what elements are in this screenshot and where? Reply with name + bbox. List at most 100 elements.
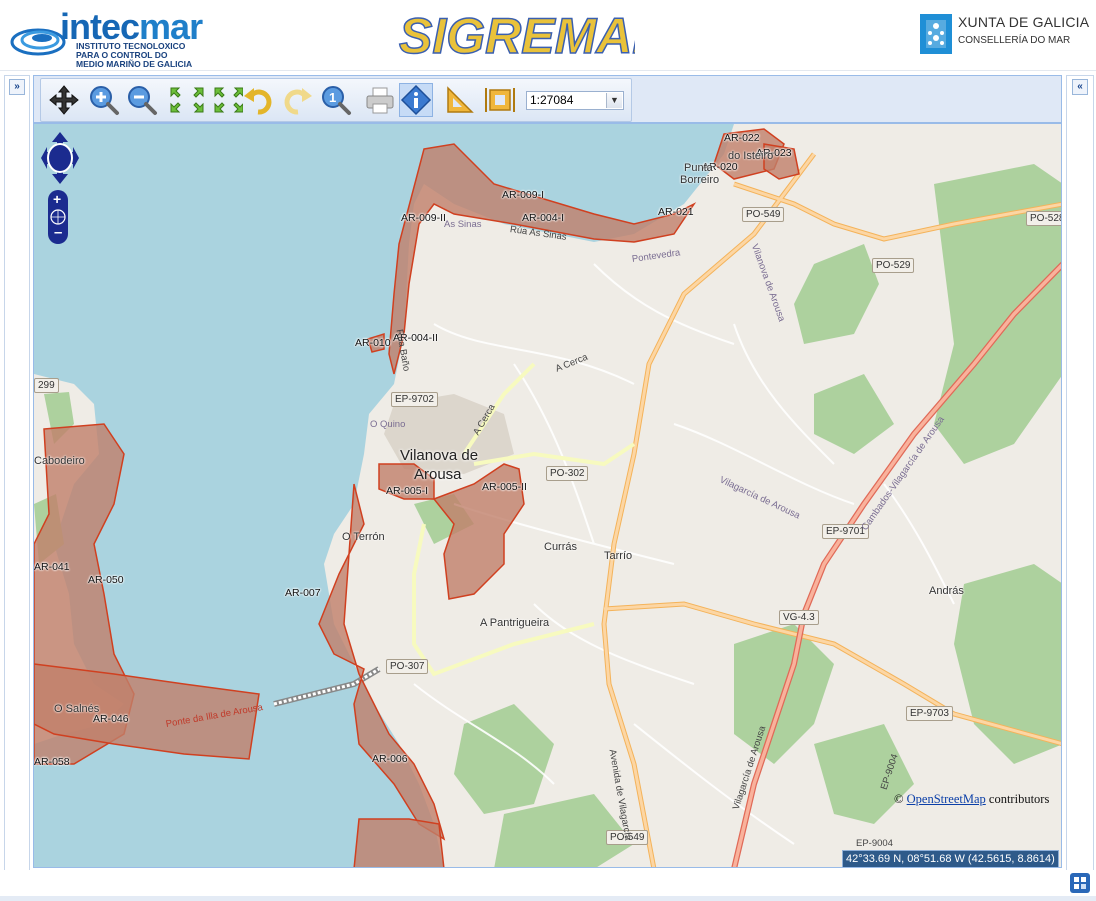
zone-ar-006 [353, 818, 445, 867]
zoom-out-button[interactable] [125, 83, 159, 117]
zone-label: AR-022 [724, 132, 760, 144]
street-label: EP-9004 [856, 838, 893, 849]
zone-label: AR-007 [285, 587, 321, 599]
footer [0, 870, 1096, 901]
place-label: O Terrón [342, 531, 385, 543]
zoom-in-icon [90, 86, 119, 115]
scale-select[interactable]: 1:27084 ▼ [526, 91, 624, 110]
town-label-line: Vilanova de [400, 447, 479, 464]
map-viewport[interactable]: + – AR-022 AR-023 AR-020 AR-009-I AR-004… [33, 123, 1062, 868]
xunta-subtitle: CONSELLERÍA DO MAR [958, 35, 1071, 46]
redo-arrow-icon [284, 88, 312, 115]
zone-label: AR-023 [756, 147, 792, 159]
xunta-title: XUNTA DE GALICIA [958, 14, 1090, 30]
place-label: Cabodeiro [34, 455, 85, 467]
undo-arrow-icon [244, 88, 272, 115]
zone-ar-023 [763, 143, 800, 180]
intecmar-name: intecmar [60, 6, 203, 48]
xunta-emblem-icon [920, 14, 952, 54]
scale-select-value: 1:27084 [530, 93, 574, 107]
pan-control[interactable] [41, 132, 79, 184]
zone-ar-010 [367, 332, 385, 353]
intecmar-wave-icon [10, 28, 66, 56]
road-ref: EP-9701 [822, 524, 869, 539]
zone-label: AR-058 [34, 756, 70, 768]
road-ref: EP-9703 [906, 706, 953, 721]
expand-left-panel-button[interactable]: » [9, 79, 25, 95]
town-label-line: Arousa [414, 466, 462, 483]
print-button[interactable] [363, 83, 397, 117]
zoom-extent-button[interactable] [163, 83, 245, 117]
next-view-button[interactable] [281, 83, 315, 117]
map-toolbar: 1 [33, 75, 1062, 123]
zone-label: AR-005-II [482, 481, 527, 493]
right-panel-collapsed: « [1066, 75, 1094, 872]
zoom-extent-arrows-icon [170, 87, 243, 113]
intecmar-name-main: intec [60, 6, 140, 47]
openstreetmap-link[interactable]: OpenStreetMap [906, 792, 986, 806]
app-header: intecmar INSTITUTO TECNOLOXICO PARA O CO… [0, 0, 1096, 71]
zone-label: AR-041 [34, 561, 70, 573]
place-label: Currás [544, 541, 578, 553]
road-ref: PO-549 [606, 830, 649, 845]
chevron-down-icon[interactable]: ▼ [606, 93, 622, 108]
attribution-prefix: © [894, 792, 904, 806]
zone-label: AR-050 [88, 574, 124, 586]
zone-label: AR-005-I [386, 485, 429, 497]
place-label: András [929, 585, 964, 597]
place-label: Tarrío [604, 550, 633, 562]
toolbar-group: 1 [40, 78, 632, 122]
road-ref: PO-549 [742, 207, 785, 222]
street-label: O Quino [370, 419, 406, 430]
app-launcher-icon[interactable] [1070, 873, 1090, 893]
intecmar-subtitle: INSTITUTO TECNOLOXICO PARA O CONTROL DO … [76, 42, 192, 69]
expand-right-panel-button[interactable]: « [1072, 79, 1088, 95]
intecmar-subtitle-line: MEDIO MARIÑO DE GALICIA [76, 59, 193, 69]
zone-label: AR-046 [93, 713, 129, 725]
zone-label: AR-021 [658, 206, 694, 218]
town-label: Vilanova de Arousa [400, 446, 478, 484]
map-attribution: © OpenStreetMap contributors [894, 792, 1049, 807]
place-label: Punta [684, 162, 713, 174]
place-label: do Isteiro [728, 150, 774, 162]
map-base-layer [34, 124, 1061, 867]
zoom-in-button[interactable] [87, 83, 121, 117]
road-ref: PO-528 [1026, 211, 1061, 226]
zone-label: AR-009-II [401, 212, 446, 224]
zoom-1-icon: 1 [322, 86, 351, 115]
measure-area-button[interactable] [483, 83, 517, 117]
area-measure-icon [485, 88, 515, 112]
info-button[interactable] [399, 83, 433, 117]
measure-distance-button[interactable] [443, 83, 477, 117]
place-label: Borreiro [680, 174, 720, 186]
zone-label: AR-004-II [393, 332, 438, 344]
zoom-scale-1-button[interactable]: 1 [319, 83, 353, 117]
svg-text:1: 1 [329, 90, 336, 105]
place-label: A Pantrigueira [480, 617, 550, 629]
app-title: SIGREMAR [399, 8, 635, 64]
road-ref: 299 [34, 378, 59, 393]
zone-label: AR-006 [372, 753, 408, 765]
zone-ar-005-ii [432, 463, 525, 600]
road-ref: EP-9702 [391, 392, 438, 407]
zoom-bar[interactable]: + – [48, 190, 68, 244]
pan-tool-button[interactable] [47, 83, 81, 117]
footer-bar [0, 896, 1096, 901]
zoom-minus-icon[interactable]: – [54, 224, 62, 241]
attribution-suffix: contributors [988, 792, 1050, 806]
zoom-plus-icon[interactable]: + [53, 191, 61, 207]
intecmar-subtitle-line: PARA O CONTROL DO [76, 50, 168, 60]
intecmar-name-accent: mar [139, 6, 203, 47]
zone-ar-046 [34, 663, 260, 760]
previous-view-button[interactable] [241, 83, 275, 117]
printer-icon [366, 87, 394, 114]
zone-label: AR-004-I [522, 212, 565, 224]
road-ref: PO-307 [386, 659, 429, 674]
pan-arrows-icon [41, 132, 79, 184]
zone-ar-007 [318, 483, 446, 841]
move-arrows-icon [49, 85, 79, 115]
left-panel-collapsed: » [4, 75, 30, 872]
intecmar-logo[interactable]: intecmar INSTITUTO TECNOLOXICO PARA O CO… [10, 4, 210, 69]
zone-label: AR-009-I [502, 189, 545, 201]
intecmar-subtitle-line: INSTITUTO TECNOLOXICO [76, 41, 186, 51]
